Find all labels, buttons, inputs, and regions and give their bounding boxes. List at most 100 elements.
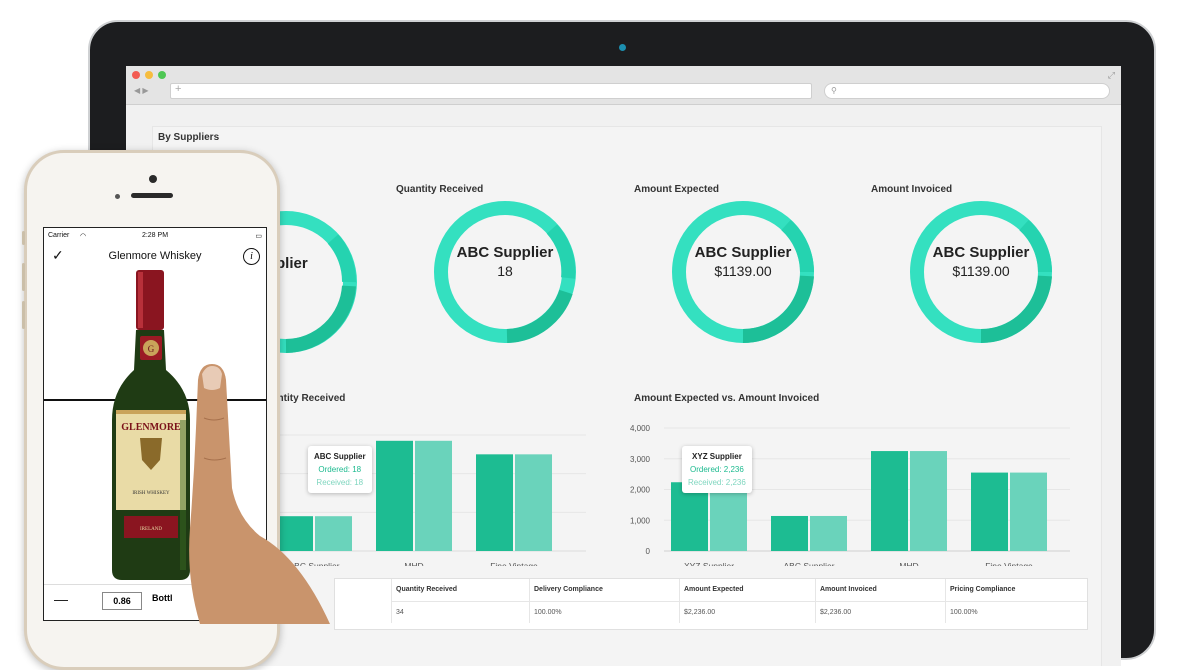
bar-ordered[interactable] <box>771 515 808 551</box>
volume-up-button <box>22 263 25 291</box>
phone-speaker <box>131 193 173 198</box>
bar-ordered[interactable] <box>476 454 513 551</box>
bottle-label-origin: IRELAND <box>140 527 162 532</box>
donut-title-quantity: Quantity Received <box>396 184 484 195</box>
phone-frame: Carrier ◠ 2:28 PM ▭ ✓ Glenmore Whiskey i… <box>22 150 280 670</box>
tooltip-ordered: Ordered: 18 <box>318 465 362 474</box>
laptop-camera <box>619 44 626 51</box>
maximize-window-button[interactable] <box>158 71 166 79</box>
unit-label: Bottl <box>152 593 173 603</box>
donut-supplier-name: ABC Supplier <box>694 244 792 261</box>
donut-supplier-name: ABC Supplier <box>932 244 1030 261</box>
close-window-button[interactable] <box>132 71 140 79</box>
x-tick-label: XYZ Supplier <box>684 561 734 566</box>
info-icon[interactable]: i <box>243 248 260 265</box>
wifi-icon: ◠ <box>80 233 87 240</box>
donut-value: $1139.00 <box>714 263 772 279</box>
qty-chart-title: antity Received <box>272 393 346 404</box>
carrier-label: Carrier <box>48 232 70 239</box>
item-title: Glenmore Whiskey <box>108 250 202 262</box>
x-tick-label: ABC Supplier <box>288 561 339 566</box>
table-header[interactable]: Quantity Received <box>391 579 529 601</box>
back-forward-icon[interactable]: ◀ ▶ <box>134 86 149 95</box>
bottle-label-brand: GLENMORE <box>121 422 181 433</box>
svg-text:G: G <box>148 344 155 354</box>
qty-bar-chart: ABC Supplier MHD Fine Vintage <box>266 434 586 566</box>
table-cell: $2,236.00 <box>815 601 945 623</box>
table-cell: $2,236.00 <box>679 601 815 623</box>
phone-camera <box>149 175 157 183</box>
donut-title-expected: Amount Expected <box>634 184 720 195</box>
donut-title-invoiced: Amount Invoiced <box>871 184 953 195</box>
donut-supplier-name: ABC Supplier <box>456 244 554 261</box>
phone-screen: Carrier ◠ 2:28 PM ▭ ✓ Glenmore Whiskey i… <box>43 227 267 621</box>
x-tick-label: Fine Vintage <box>490 561 538 566</box>
mute-switch <box>22 231 25 245</box>
bar-ordered[interactable] <box>671 482 708 551</box>
bar-ordered[interactable] <box>276 516 313 551</box>
donut-label-partial: plier <box>276 255 308 272</box>
table-header[interactable]: Amount Expected <box>679 579 815 601</box>
amt-tooltip: XYZ Supplier Ordered: 2,236 Received: 2,… <box>682 446 752 493</box>
fullscreen-icon[interactable]: ⤢ <box>1107 70 1115 80</box>
phone-sensor <box>115 194 120 199</box>
tooltip-title: XYZ Supplier <box>692 452 742 461</box>
bar-received[interactable] <box>710 482 747 551</box>
search-icon: ⚲ <box>831 86 837 95</box>
bar-ordered[interactable] <box>971 472 1008 551</box>
table-cell: 100.00% <box>529 601 679 623</box>
bar-ordered[interactable] <box>871 451 908 551</box>
table-header[interactable]: Amount Invoiced <box>815 579 945 601</box>
donut-value: 18 <box>497 263 513 279</box>
amt-chart-title: Amount Expected vs. Amount Invoiced <box>634 393 820 404</box>
tooltip-received: Received: 2,236 <box>688 478 746 487</box>
tooltip-ordered: Ordered: 2,236 <box>690 465 744 474</box>
table-header[interactable]: Pricing Compliance <box>945 579 1087 601</box>
table-cell: 34 <box>391 601 529 623</box>
donut-label-expected: ABC Supplier $1139.00 <box>663 244 823 279</box>
address-bar[interactable]: + <box>170 83 812 99</box>
section-title: By Suppliers <box>158 132 220 143</box>
battery-icon: ▭ <box>255 233 262 240</box>
bar-received[interactable] <box>515 454 552 551</box>
bar-received[interactable] <box>810 515 847 551</box>
browser-search-input[interactable]: ⚲ <box>824 83 1110 99</box>
tooltip-title: ABC Supplier <box>314 452 366 461</box>
y-tick-label: 0 <box>646 547 651 556</box>
x-tick-label: MHD <box>404 561 423 566</box>
bar-received[interactable] <box>315 516 352 551</box>
bar-received[interactable] <box>415 440 452 551</box>
qty-tooltip: ABC Supplier Ordered: 18 Received: 18 <box>308 446 372 493</box>
minimize-window-button[interactable] <box>145 71 153 79</box>
y-tick-label: 1,000 <box>630 516 651 525</box>
x-tick-label: ABC Supplier <box>783 561 834 566</box>
checkmark-icon[interactable]: ✓ <box>52 247 64 263</box>
bottle-label-type: IRISH WHISKEY <box>132 491 170 496</box>
new-tab-icon[interactable]: + <box>175 83 182 95</box>
donut-label-quantity: ABC Supplier 18 <box>425 244 585 279</box>
status-time: 2:28 PM <box>141 232 169 239</box>
x-tick-label: Fine Vintage <box>985 561 1033 566</box>
amt-bar-chart: 0 1,000 2,000 3,000 4,000 XYZ Supplier ABC Sup… <box>630 424 1070 566</box>
x-tick-label: MHD <box>899 561 918 566</box>
whiskey-bottle-image: G GLENMORE IRISH WHISKEY IRELAND <box>112 270 190 580</box>
bar-received[interactable] <box>1010 472 1047 551</box>
donut-chart-quantity[interactable] <box>425 192 585 352</box>
volume-down-button <box>22 301 25 329</box>
table-header[interactable]: Delivery Compliance <box>529 579 679 601</box>
hand-image <box>189 364 330 624</box>
donut-label-invoiced: ABC Supplier $1139.00 <box>901 244 1061 279</box>
donut-chart-expected[interactable] <box>663 192 823 352</box>
quantity-bar: — 0.86 Bottl <box>44 584 266 620</box>
y-tick-label: 4,000 <box>630 424 651 433</box>
table-cell: 100.00% <box>945 601 1087 623</box>
browser-chrome: ◀ ▶ + ⚲ ⤢ <box>126 66 1121 105</box>
bar-received[interactable] <box>910 451 947 551</box>
donut-chart-invoiced[interactable] <box>901 192 1061 352</box>
supplier-table: Quantity Received Delivery Compliance Am… <box>334 578 1088 630</box>
y-tick-label: 2,000 <box>630 486 651 495</box>
tooltip-received: Received: 18 <box>316 478 364 487</box>
bar-ordered[interactable] <box>376 440 413 551</box>
quantity-field[interactable]: 0.86 <box>102 592 142 610</box>
decrement-button[interactable]: — <box>54 591 68 607</box>
